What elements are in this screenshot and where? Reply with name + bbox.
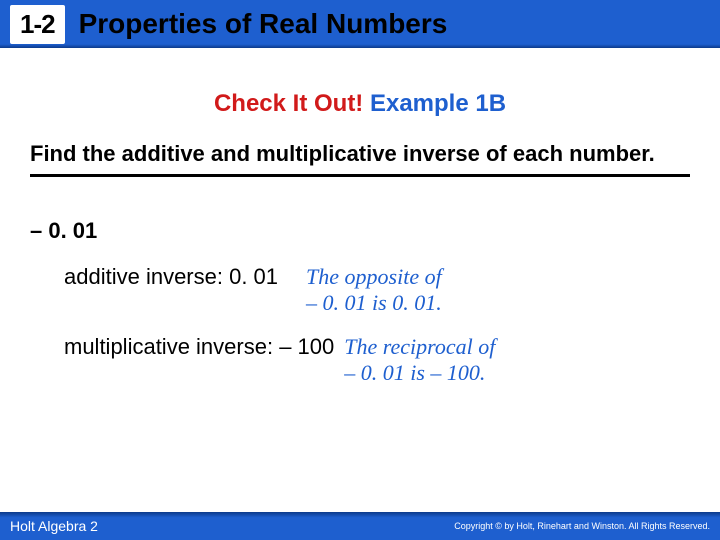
additive-inverse-row: additive inverse: 0. 01 The opposite of … [64,264,684,317]
explain-line: The reciprocal of [344,334,495,359]
multiplicative-inverse-explanation: The reciprocal of – 0. 01 is – 100. [344,334,495,387]
additive-inverse-answer: additive inverse: 0. 01 [64,264,278,317]
prompt-text: Find the additive and multiplicative inv… [30,140,690,177]
footer-bar: Holt Algebra 2 Copyright © by Holt, Rine… [0,512,720,540]
explain-line: – 0. 01 is – 100. [344,360,485,385]
example-label: Example 1B [363,90,506,117]
check-it-out-label: Check It Out! [214,90,363,117]
multiplicative-inverse-answer: multiplicative inverse: – 100 [64,334,334,387]
given-number: – 0. 01 [30,218,97,244]
header-bar: 1-2 Properties of Real Numbers [0,0,720,48]
additive-inverse-explanation: The opposite of – 0. 01 is 0. 01. [306,264,442,317]
footer-copyright: Copyright © by Holt, Rinehart and Winsto… [454,521,710,531]
footer-book-title: Holt Algebra 2 [10,518,98,534]
explain-line: The opposite of [306,264,442,289]
slide: 1-2 Properties of Real Numbers Check It … [0,0,720,540]
section-number-badge: 1-2 [10,5,65,44]
explain-line: – 0. 01 is 0. 01. [306,290,442,315]
header-title: Properties of Real Numbers [79,8,448,40]
check-it-out-line: Check It Out! Example 1B [0,90,720,118]
multiplicative-inverse-row: multiplicative inverse: – 100 The recipr… [64,334,684,387]
